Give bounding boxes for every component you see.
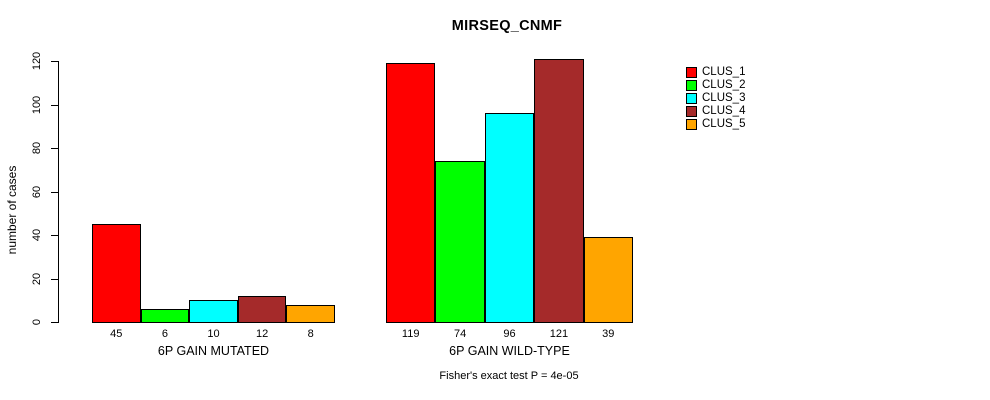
- bar-value-label: 39: [602, 328, 615, 340]
- bar-value-label: 8: [307, 328, 314, 340]
- bar-clus_1: [386, 63, 436, 323]
- bar-value-label: 45: [110, 328, 123, 340]
- y-tick-mark: [51, 191, 58, 193]
- bar-value-label: 96: [503, 328, 516, 340]
- y-tick-label: 20: [31, 272, 43, 285]
- annotation-text: Fisher's exact test P = 4e-05: [439, 370, 579, 382]
- bar-clus_2: [435, 161, 485, 323]
- bar-value-label: 12: [255, 328, 269, 340]
- group-label: 6P GAIN MUTATED: [157, 344, 270, 358]
- legend-swatch: [686, 67, 697, 78]
- bar-value-label: 74: [453, 328, 467, 340]
- legend: CLUS_1 CLUS_2 CLUS_3 CLUS_4 CLUS_5: [686, 66, 745, 131]
- legend-label: CLUS_1: [702, 66, 746, 78]
- legend-swatch: [686, 80, 697, 91]
- y-tick-mark: [51, 322, 58, 323]
- y-tick-label: 40: [31, 228, 43, 242]
- bar-clus_4: [237, 295, 287, 323]
- legend-label: CLUS_4: [702, 105, 746, 117]
- bar-value-label: 6: [161, 328, 168, 340]
- legend-label: CLUS_3: [702, 92, 746, 104]
- bar-value-label: 121: [549, 328, 569, 340]
- bar-clus_2: [140, 308, 190, 323]
- bar-clus_3: [484, 113, 535, 323]
- bar-clus_5: [286, 304, 335, 323]
- y-tick-mark: [51, 235, 58, 236]
- legend-swatch: [686, 119, 697, 130]
- y-tick-label: 120: [31, 51, 43, 71]
- y-tick-mark: [51, 61, 58, 62]
- chart-title: MIRSEQ_CNMF: [451, 18, 563, 34]
- legend-swatch: [686, 106, 697, 117]
- bar-clus_3: [189, 300, 238, 323]
- y-axis-line: [58, 61, 59, 323]
- bar-clus_5: [583, 237, 633, 323]
- bar-clus_4: [534, 58, 584, 323]
- bar-clus_1: [92, 224, 141, 323]
- legend-label: CLUS_2: [702, 79, 746, 91]
- y-tick-label: 0: [31, 318, 43, 326]
- bar-value-label: 10: [207, 328, 220, 340]
- legend-item-clus_4: CLUS_4: [686, 105, 745, 118]
- legend-item-clus_3: CLUS_3: [686, 92, 745, 105]
- bar-value-label: 119: [401, 328, 420, 340]
- legend-item-clus_1: CLUS_1: [686, 66, 745, 79]
- y-tick-label: 80: [31, 141, 43, 155]
- legend-label: CLUS_5: [702, 118, 746, 130]
- y-tick-mark: [51, 104, 58, 106]
- legend-item-clus_5: CLUS_5: [686, 118, 745, 131]
- legend-swatch: [686, 93, 697, 104]
- y-tick-mark: [51, 278, 58, 280]
- y-tick-label: 100: [31, 95, 43, 114]
- group-label: 6P GAIN WILD-TYPE: [449, 344, 570, 358]
- y-tick-label: 60: [31, 185, 43, 198]
- y-tick-mark: [51, 148, 58, 149]
- legend-item-clus_2: CLUS_2: [686, 79, 745, 92]
